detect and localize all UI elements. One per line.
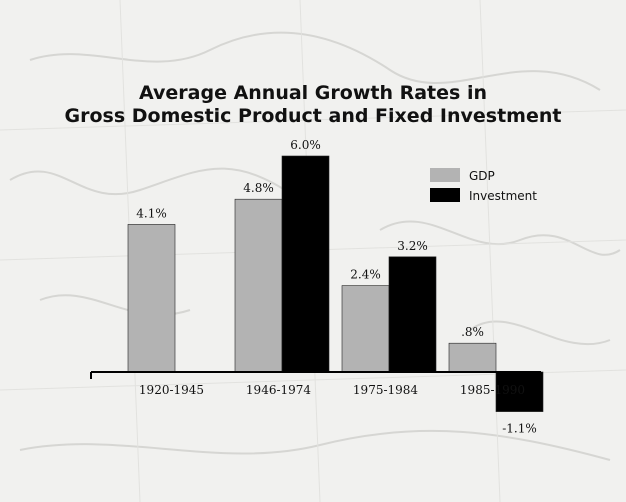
x-tick-label: 1985-1990	[460, 383, 525, 397]
data-label: 4.1%	[136, 206, 167, 220]
legend-swatch-investment	[430, 188, 460, 202]
data-label: .8%	[461, 325, 484, 339]
x-tick-label: 1975-1984	[353, 383, 418, 397]
legend-label-investment: Investment	[469, 189, 537, 203]
x-tick-label: 1946-1974	[246, 383, 311, 397]
x-tick-label: 1920-1945	[139, 383, 204, 397]
data-label: -1.1%	[502, 422, 537, 436]
data-label: 2.4%	[350, 268, 381, 282]
chart-title: Average Annual Growth Rates in Gross Dom…	[0, 82, 626, 128]
data-label: 3.2%	[397, 239, 428, 253]
bar-gdp-1920-1945	[127, 224, 176, 373]
legend-swatch-gdp	[430, 168, 460, 182]
bar-investment-1975-1984	[388, 256, 437, 373]
chart-title-line2: Gross Domestic Product and Fixed Investm…	[64, 105, 562, 127]
data-label: 4.8%	[243, 181, 274, 195]
legend-label-gdp: GDP	[469, 169, 495, 183]
bar-gdp-1946-1974	[234, 198, 283, 373]
bar-gdp-1985-1990	[448, 342, 497, 373]
bar-investment-1946-1974	[281, 155, 330, 373]
bar-investment-1985-1990	[495, 371, 544, 412]
bar-gdp-1975-1984	[341, 285, 390, 373]
data-label: 6.0%	[290, 138, 321, 152]
chart-title-line1: Average Annual Growth Rates in	[138, 82, 487, 104]
